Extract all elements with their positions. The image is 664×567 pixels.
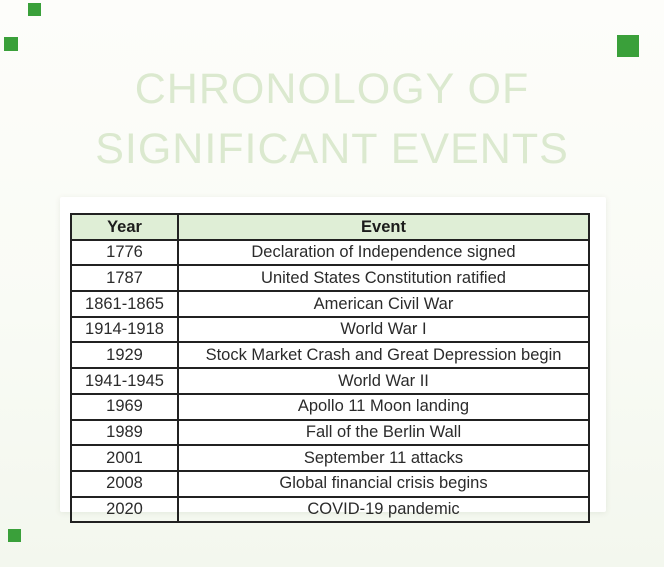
event-cell: United States Constitution ratified	[177, 264, 590, 293]
event-cell: Declaration of Independence signed	[177, 238, 590, 267]
year-cell: 1914-1918	[70, 315, 179, 344]
year-cell: 1861-1865	[70, 290, 179, 318]
table-row: 2001 September 11 attacks	[70, 444, 590, 472]
year-cell: 2001	[70, 444, 179, 472]
events-table: Year Event 1776 Declaration of Independen…	[70, 213, 590, 524]
table-row: 1861-1865 American Civil War	[70, 290, 590, 318]
table-row: 1787 United States Constitution ratified	[70, 264, 590, 293]
year-column-header: Year	[70, 213, 179, 241]
event-cell: Global financial crisis begins	[177, 469, 590, 498]
year-cell: 2020	[70, 495, 179, 524]
table-body: 1776 Declaration of Independence signed 17…	[70, 238, 590, 524]
year-cell: 1929	[70, 341, 179, 370]
year-cell: 1776	[70, 238, 179, 267]
green-square-decoration	[28, 3, 41, 16]
page-title-line1: CHRONOLOGY OF	[134, 65, 530, 113]
table-row: 1929 Stock Market Crash and Great Depress…	[70, 341, 590, 370]
green-square-decoration	[617, 35, 639, 57]
page-title-line2: SIGNIFICANT EVENTS	[95, 125, 569, 173]
green-square-decoration	[4, 37, 18, 51]
event-cell: American Civil War	[177, 290, 590, 318]
event-cell: September 11 attacks	[177, 444, 590, 472]
table-row: 2020 COVID-19 pandemic	[70, 495, 590, 524]
year-cell: 2008	[70, 469, 179, 498]
table-row: 2008 Global financial crisis begins	[70, 469, 590, 498]
event-column-header: Event	[177, 213, 590, 241]
event-cell: Fall of the Berlin Wall	[177, 418, 590, 447]
event-cell: Apollo 11 Moon landing	[177, 392, 590, 421]
green-square-decoration	[8, 529, 21, 542]
table-header-row: Year Event	[70, 213, 590, 241]
event-cell: Stock Market Crash and Great Depression …	[177, 341, 590, 370]
year-cell: 1989	[70, 418, 179, 447]
event-cell: COVID-19 pandemic	[177, 495, 590, 524]
year-cell: 1969	[70, 392, 179, 421]
table-row: 1914-1918 World War I	[70, 315, 590, 344]
event-cell: World War II	[177, 367, 590, 395]
event-cell: World War I	[177, 315, 590, 344]
year-cell: 1941-1945	[70, 367, 179, 395]
table-row: 1969 Apollo 11 Moon landing	[70, 392, 590, 421]
table-row: 1989 Fall of the Berlin Wall	[70, 418, 590, 447]
table-row: 1776 Declaration of Independence signed	[70, 238, 590, 267]
year-cell: 1787	[70, 264, 179, 293]
table-row: 1941-1945 World War II	[70, 367, 590, 395]
page-title: CHRONOLOGY OF SIGNIFICANT EVENTS	[0, 59, 664, 179]
